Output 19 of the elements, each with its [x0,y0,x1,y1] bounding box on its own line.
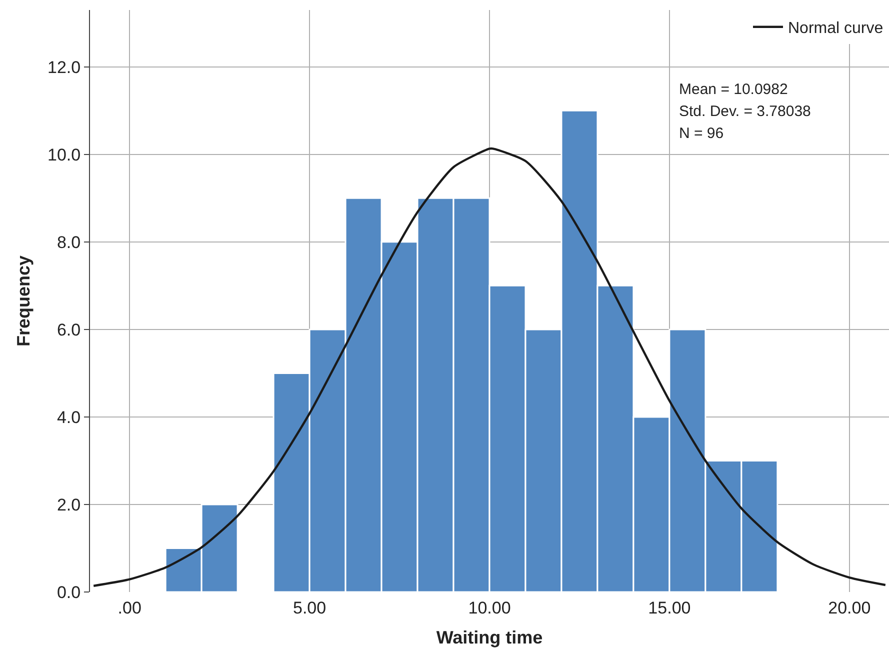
y-tick-label: 8.0 [56,232,81,252]
y-tick-label: 4.0 [56,408,81,427]
x-tick-label: 15.00 [648,598,691,618]
x-tick-label: 20.00 [828,598,871,618]
x-tick-label: 5.00 [293,598,326,618]
line-series [92,148,886,587]
annotation: Mean = 10.0982 [679,81,788,98]
x-tick-label: .00 [118,598,142,618]
y-tick-label: 6.0 [56,320,81,340]
y-axis-title: Frequency [14,255,34,347]
y-tick-label: 12.0 [48,58,81,77]
y-tick-label: 10.0 [48,145,81,164]
x-tick-label: 10.00 [468,598,511,618]
y-tick-label: 0.0 [56,582,81,602]
annotation: N = 96 [679,125,724,142]
annotation: Std. Dev. = 3.78038 [679,103,811,120]
y-tick-label: 2.0 [56,495,81,514]
x-axis-title: Waiting time [436,628,543,648]
legend-label: Normal curve [788,20,884,38]
